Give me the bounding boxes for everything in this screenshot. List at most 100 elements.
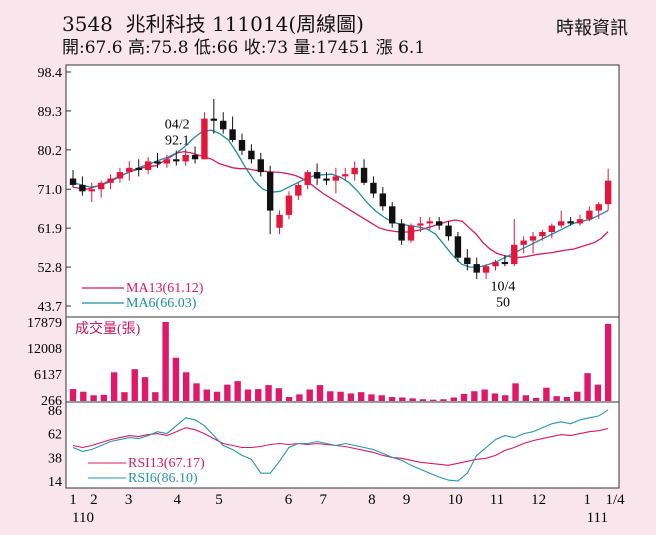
volume-bar xyxy=(512,383,519,401)
volume-bar xyxy=(183,372,190,401)
chart-frame xyxy=(65,64,620,489)
annotations: 04/292.1 10/450 xyxy=(165,118,516,311)
candle-up xyxy=(548,225,556,232)
candle-down xyxy=(220,120,227,130)
price-tick-label: 52.8 xyxy=(38,261,63,276)
volume-bar xyxy=(316,385,324,401)
candle-up xyxy=(304,172,311,185)
peak-value-label: 92.1 xyxy=(165,134,190,149)
candle-up xyxy=(529,236,537,241)
candle-up xyxy=(163,159,171,164)
candle-down xyxy=(173,159,180,162)
volume-bar xyxy=(563,397,571,401)
volume-bar xyxy=(224,384,231,401)
candle-down xyxy=(464,257,471,265)
volume-bar xyxy=(110,372,118,401)
candle-up xyxy=(595,204,602,211)
volume-bar xyxy=(368,394,375,401)
price-tick-label: 89.3 xyxy=(38,105,63,120)
candle-up xyxy=(576,219,584,224)
candle-down xyxy=(389,206,396,224)
candle-down xyxy=(398,223,405,241)
volume-bar xyxy=(234,381,241,401)
volume-bar xyxy=(347,393,355,401)
candle-up xyxy=(351,167,358,175)
candle-down xyxy=(435,221,443,226)
rsi13-line xyxy=(72,427,609,466)
x-tick-label: 4 xyxy=(174,492,182,508)
price-grid xyxy=(66,71,71,307)
volume-bar xyxy=(337,391,344,401)
candle-up xyxy=(201,118,208,160)
volume-bar xyxy=(203,389,210,401)
volume-bar xyxy=(522,395,530,401)
x-tick-label: 6 xyxy=(285,492,293,508)
candle-down xyxy=(79,184,86,192)
x-tick-label: 2 xyxy=(90,492,98,508)
volume-bar xyxy=(80,391,87,401)
candle-down xyxy=(248,150,255,160)
candle-up xyxy=(144,161,152,170)
year-label: 110 xyxy=(72,510,94,526)
candle-up xyxy=(520,240,527,245)
volume-tick-label: 17879 xyxy=(27,316,62,331)
price-tick-label: 98.4 xyxy=(38,66,63,81)
volume-tick-label: 12008 xyxy=(27,342,62,357)
price-axis: 98.4 89.3 80.2 71.0 61.9 52.8 43.7 xyxy=(38,66,63,315)
chart-title: 3548 兆利科技 111014(周線圖) xyxy=(62,8,364,37)
candle-up xyxy=(295,184,302,196)
volume-bar xyxy=(584,373,591,401)
price-tick-label: 43.7 xyxy=(38,300,63,315)
candle-down xyxy=(238,140,246,151)
volume-bar xyxy=(327,391,334,401)
volume-bar xyxy=(306,389,313,401)
candle-up xyxy=(539,231,546,237)
candle-down xyxy=(257,159,264,173)
legend-label: RSI13(67.17) xyxy=(128,456,205,471)
volume-bar xyxy=(131,369,138,401)
candle-up xyxy=(97,182,105,190)
rsi-tick-label: 38 xyxy=(48,451,62,466)
legend-label: RSI6(86.10) xyxy=(128,471,198,486)
candle-down xyxy=(360,167,368,183)
volume-bar xyxy=(460,393,468,401)
candle-down xyxy=(379,193,387,207)
candle-up xyxy=(107,178,114,183)
stock-code: 3548 xyxy=(62,12,113,36)
candle-down xyxy=(266,172,274,211)
volume-bar xyxy=(162,322,169,401)
ma13-line xyxy=(72,150,609,259)
stock-name: 兆利科技 xyxy=(125,12,206,36)
x-tick-label: 11 xyxy=(490,492,504,508)
volume-bar xyxy=(532,397,540,401)
candle-down xyxy=(135,167,142,170)
candle-down xyxy=(323,178,330,181)
x-tick-label: 5 xyxy=(215,492,223,508)
candle-down xyxy=(313,172,321,179)
rsi-tick-label: 62 xyxy=(48,428,62,443)
x-tick-label: 1 xyxy=(69,492,77,508)
price-legend: MA13(61.12)MA6(66.03) xyxy=(82,281,204,311)
rsi-tick-label: 14 xyxy=(48,475,62,490)
rsi-axis: 86 62 38 14 xyxy=(48,404,62,490)
volume-bar xyxy=(244,389,252,401)
legend-label: MA13(61.12) xyxy=(126,281,204,296)
x-tick-label: 12 xyxy=(531,492,546,508)
price-summary: 開:67.6 高:75.8 低:66 收:73 量:17451 漲 6.1 xyxy=(62,38,426,58)
volume-legend: 成交量(張) xyxy=(75,320,141,337)
candle-down xyxy=(191,154,199,160)
volume-bar xyxy=(502,395,509,401)
rsi-lines xyxy=(72,409,609,482)
volume-bar xyxy=(604,323,612,401)
x-tick-label: 3 xyxy=(125,492,133,508)
volume-bar xyxy=(491,393,499,401)
candle-down xyxy=(454,236,462,258)
candle-up xyxy=(285,195,293,215)
candle-up xyxy=(492,261,499,267)
candle-up xyxy=(342,174,349,177)
candle-up xyxy=(604,180,612,205)
trough-value-label: 50 xyxy=(496,295,510,310)
volume-bar xyxy=(141,377,149,401)
